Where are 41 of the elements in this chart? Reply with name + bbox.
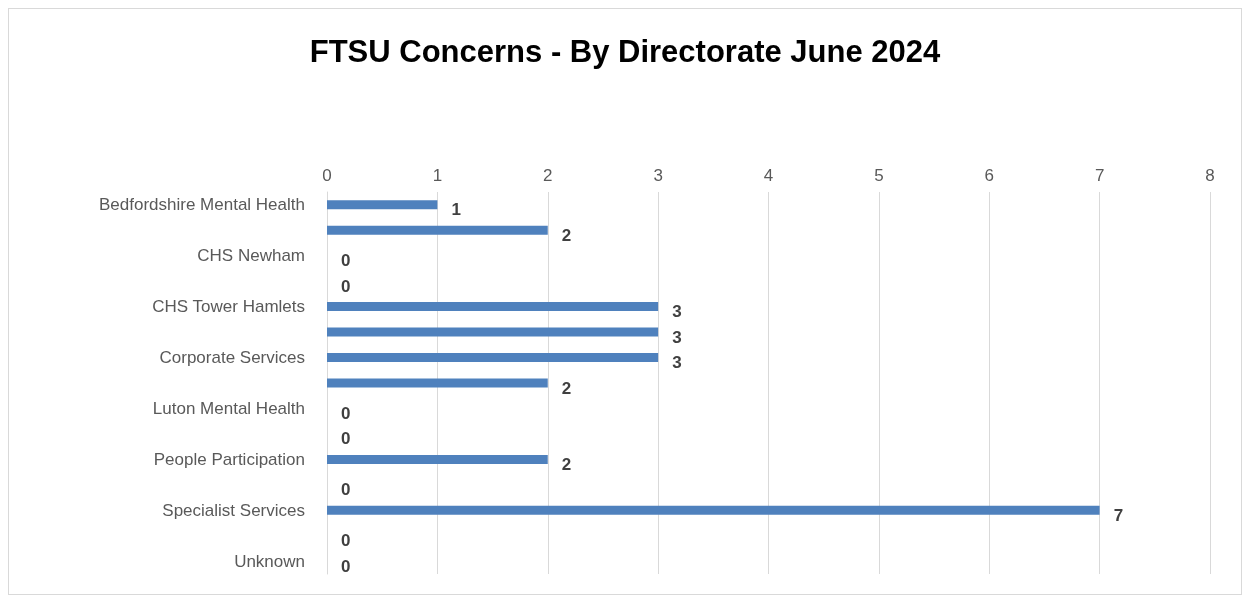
data-label: 0 [341, 403, 351, 423]
data-label: 3 [672, 353, 682, 373]
bar [327, 225, 548, 235]
bar [327, 505, 1100, 515]
y-tick-label: Luton Mental Health [152, 398, 305, 418]
y-tick-label: People Participation [153, 449, 305, 469]
data-label: 2 [561, 225, 572, 245]
bar [327, 327, 659, 337]
x-tick-label: 2 [543, 166, 553, 185]
bar [327, 378, 548, 388]
y-tick-label: Specialist Services [162, 500, 305, 520]
x-tick-label: 8 [1205, 166, 1215, 185]
data-label: 0 [341, 276, 351, 296]
y-tick-label: CHS Newham [197, 246, 305, 266]
x-tick-label: 4 [763, 166, 774, 185]
x-tick-label: 6 [984, 166, 994, 185]
bar [327, 454, 548, 464]
bar [327, 200, 438, 210]
y-tick-label: Unknown [234, 551, 305, 571]
data-label: 1 [451, 200, 461, 220]
x-tick-label: 5 [874, 166, 884, 185]
data-label: 7 [1113, 505, 1124, 525]
y-tick-label: Corporate Services [159, 348, 305, 368]
bar [327, 353, 659, 363]
data-label: 2 [561, 378, 572, 398]
data-label: 0 [341, 251, 351, 271]
y-tick-label: Bedfordshire Mental Health [98, 195, 305, 215]
bar [327, 302, 659, 312]
x-tick-label: 0 [322, 166, 332, 185]
data-label: 3 [672, 302, 682, 322]
data-label: 0 [341, 556, 351, 576]
x-tick-label: 3 [653, 166, 663, 185]
data-label: 2 [561, 454, 572, 474]
y-tick-label: CHS Tower Hamlets [152, 297, 305, 317]
data-label: 0 [341, 531, 351, 551]
x-tick-label: 1 [432, 166, 443, 185]
data-label: 0 [341, 480, 351, 500]
data-label: 3 [672, 327, 682, 347]
x-tick-label: 7 [1094, 166, 1105, 185]
data-label: 0 [341, 429, 351, 449]
chart-title: FTSU Concerns - By Directorate June 2024 [309, 34, 942, 69]
